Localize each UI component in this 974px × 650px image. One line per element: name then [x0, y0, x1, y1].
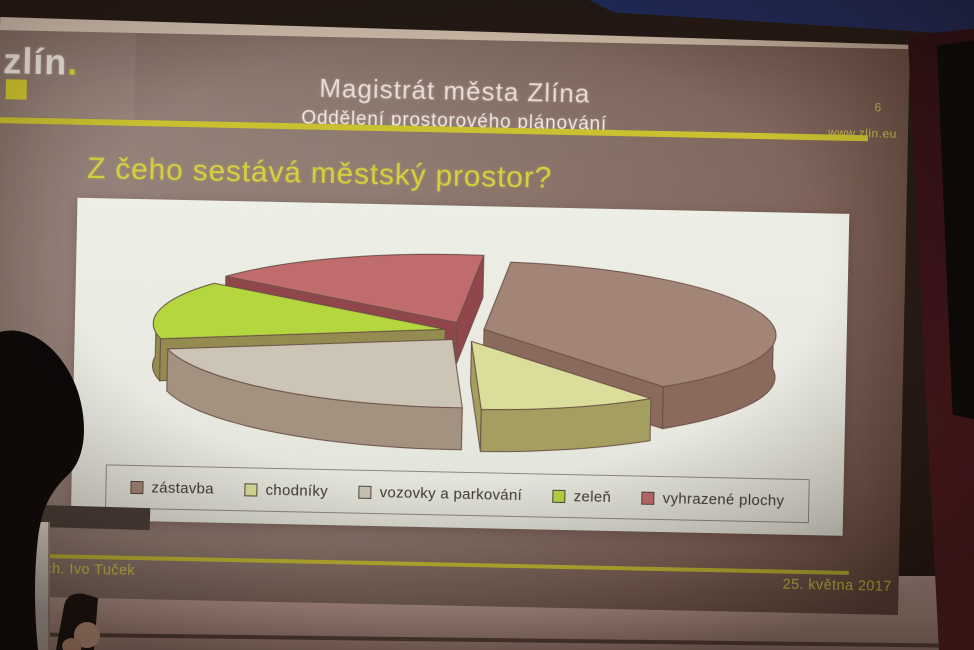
- page-number: 6: [874, 100, 882, 115]
- chart-panel: zástavba chodníky vozovky a parkování zeleň…: [70, 197, 850, 536]
- legend-item: vozovky a parkování: [358, 483, 523, 504]
- zlin-logo: zlín.: [0, 30, 136, 119]
- footer-date: 25. května 2017: [782, 576, 892, 595]
- legend-item: vyhrazené plochy: [641, 489, 785, 510]
- legend-swatch: [552, 489, 566, 503]
- audience-head-silhouette: [0, 330, 84, 650]
- finger: [62, 638, 82, 650]
- finger: [74, 622, 100, 648]
- audience-foreground: [0, 330, 100, 650]
- legend-label: vyhrazené plochy: [662, 489, 785, 510]
- logo-text: zlín.: [2, 40, 79, 83]
- projection-slide: zlín. Magistrát města Zlína Oddělení pro…: [0, 30, 910, 616]
- legend-label: zeleň: [573, 487, 612, 506]
- slide-title: Z čeho sestává městský prostor?: [86, 151, 553, 195]
- logo-square-icon: [5, 79, 27, 100]
- logo-dot: .: [66, 41, 79, 83]
- pie-chart: [151, 253, 777, 453]
- legend-swatch: [358, 485, 372, 499]
- legend-swatch: [641, 491, 655, 505]
- legend-label: vozovky a parkování: [379, 483, 523, 504]
- legend-item: zeleň: [552, 487, 612, 506]
